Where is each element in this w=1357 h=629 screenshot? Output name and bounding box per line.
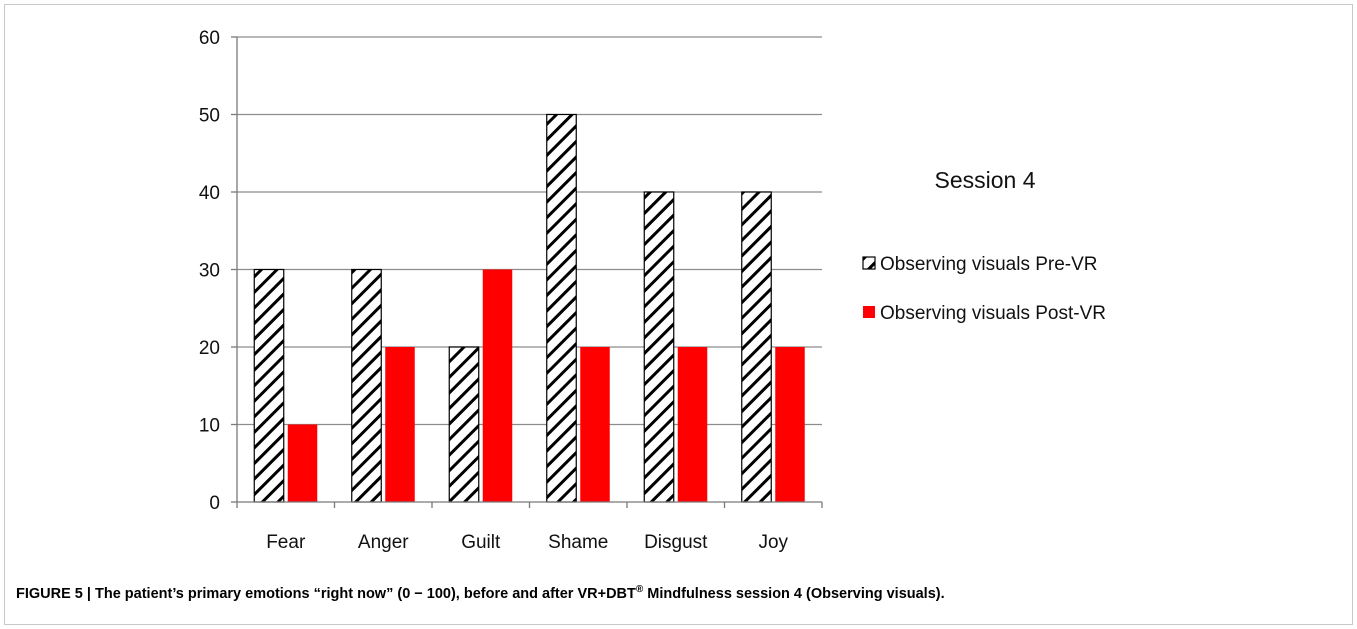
legend-swatch-pre-vr <box>862 256 876 270</box>
figure-frame <box>4 4 1353 625</box>
bar-post-vr-fear <box>287 424 318 502</box>
bar-post-vr-anger <box>385 347 415 502</box>
x-tick-label: Anger <box>358 532 409 553</box>
bar-post-vr-shame <box>580 347 610 502</box>
y-tick-label: 20 <box>199 338 220 359</box>
y-tick-label: 60 <box>199 28 220 49</box>
bar-pre-vr-fear <box>253 268 285 503</box>
bar-post-vr-disgust <box>677 347 708 502</box>
bar-post-vr-joy <box>775 347 805 502</box>
legend-label-pre-vr: Observing visuals Pre-VR <box>880 254 1098 275</box>
legend-label-post-vr: Observing visuals Post-VR <box>880 303 1106 324</box>
y-tick-label: 50 <box>199 106 220 127</box>
bar-chart: 0 10 20 30 40 50 60 Fear Anger Guilt Shame Disgust J… <box>199 28 1106 553</box>
y-tick-label: 40 <box>199 183 220 204</box>
x-tick-label: Guilt <box>461 532 501 553</box>
bar-post-vr-guilt <box>482 269 513 502</box>
y-tick-label: 10 <box>199 416 220 437</box>
bar-pre-vr-joy <box>741 191 772 503</box>
bar-pre-vr-anger <box>351 268 382 503</box>
bar-pre-vr-guilt <box>448 346 480 503</box>
x-tick-label: Shame <box>548 532 608 553</box>
x-tick-label: Joy <box>758 532 788 553</box>
x-tick-label: Fear <box>266 532 306 553</box>
y-tick-label: 30 <box>199 261 220 282</box>
bar-pre-vr-shame <box>546 113 577 503</box>
caption-registered-mark: ® <box>635 584 644 596</box>
caption-tail: Mindfulness session 4 (Observing visuals… <box>643 586 945 602</box>
bar-pre-vr-disgust <box>643 191 675 503</box>
y-tick-label: 0 <box>209 493 220 514</box>
figure-caption: FIGURE 5 | The patient’s primary emotion… <box>16 584 1336 602</box>
caption-main: FIGURE 5 | The patient’s primary emotion… <box>16 586 636 602</box>
x-tick-label: Disgust <box>644 532 708 553</box>
legend-swatch-post-vr <box>863 306 875 318</box>
chart-title: Session 4 <box>934 167 1035 193</box>
